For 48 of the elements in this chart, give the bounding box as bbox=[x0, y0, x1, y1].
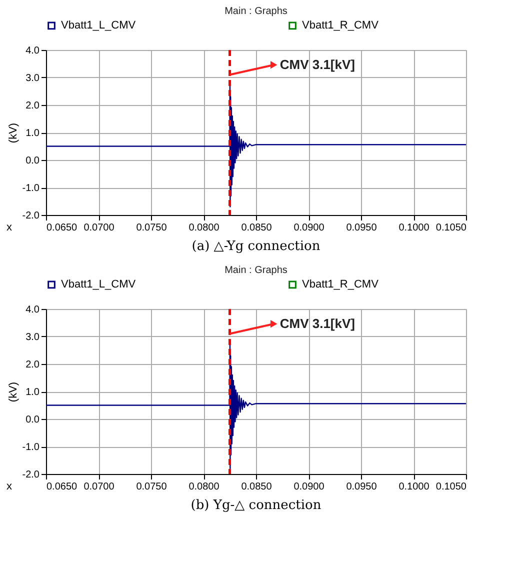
chart-title: Main : Graphs bbox=[224, 265, 288, 276]
x-tick-label: 0.0700 bbox=[84, 222, 115, 234]
y-tick-label: -1.0 bbox=[22, 183, 40, 194]
y-axis-title: (kV) bbox=[7, 122, 20, 144]
y-tick-label: -2.0 bbox=[22, 210, 40, 222]
line-series bbox=[46, 344, 466, 470]
x-tick-label: 0.1000 bbox=[398, 482, 430, 492]
legend-label: Vbatt1_L_CMV bbox=[61, 20, 136, 32]
x-tick-label: 0.1050 bbox=[436, 222, 467, 234]
x-axis-title: x bbox=[6, 222, 12, 234]
x-tick-label: 0.0750 bbox=[136, 222, 168, 234]
x-tick-label: 0.0800 bbox=[188, 482, 220, 492]
x-tick-label: 0.0950 bbox=[346, 482, 378, 492]
x-tick-label: 0.0850 bbox=[241, 482, 272, 492]
x-tick-label: 0.0900 bbox=[294, 482, 325, 492]
x-tick-label: 0.0750 bbox=[136, 482, 168, 492]
line-series bbox=[46, 85, 466, 208]
x-tick-label: 0.0650 bbox=[46, 222, 78, 234]
y-tick-label: 2.0 bbox=[26, 100, 40, 112]
x-tick-label: 0.0700 bbox=[84, 482, 115, 492]
legend-label: Vbatt1_L_CMV bbox=[61, 278, 136, 291]
y-tick-label: 1.0 bbox=[26, 387, 40, 398]
y-tick-label: 4.0 bbox=[26, 46, 40, 56]
x-tick-label: 0.0850 bbox=[241, 222, 272, 234]
y-tick-label: 0.0 bbox=[26, 414, 40, 426]
x-tick-label: 0.1050 bbox=[436, 482, 467, 492]
x-axis-title: x bbox=[6, 480, 12, 492]
x-tick-label: 0.1000 bbox=[398, 222, 430, 234]
legend-label: Vbatt1_R_CMV bbox=[302, 278, 380, 291]
y-tick-label: 4.0 bbox=[26, 304, 40, 316]
y-tick-label: 3.0 bbox=[26, 73, 40, 84]
legend-label: Vbatt1_R_CMV bbox=[302, 20, 380, 32]
y-tick-label: 1.0 bbox=[26, 128, 40, 139]
y-tick-label: 0.0 bbox=[26, 156, 40, 166]
text: (b) Yg-△ connection bbox=[190, 498, 322, 513]
x-tick-label: 0.0800 bbox=[188, 222, 220, 234]
y-tick-label: 3.0 bbox=[26, 332, 40, 343]
y-tick-label: -1.0 bbox=[22, 442, 40, 453]
annotation: CMV 3.1[kV] bbox=[280, 316, 355, 331]
x-tick-label: 0.0650 bbox=[46, 482, 78, 492]
y-axis-title: (kV) bbox=[7, 382, 20, 402]
x-tick-label: 0.0950 bbox=[346, 222, 378, 234]
text: (a) △-Yg connection bbox=[192, 239, 321, 254]
annotation: CMV 3.1[kV] bbox=[280, 56, 355, 72]
y-tick-label: -2.0 bbox=[22, 470, 40, 480]
chart-title: Main : Graphs bbox=[224, 6, 288, 17]
x-tick-label: 0.0900 bbox=[294, 222, 325, 234]
y-tick-label: 2.0 bbox=[26, 360, 40, 370]
